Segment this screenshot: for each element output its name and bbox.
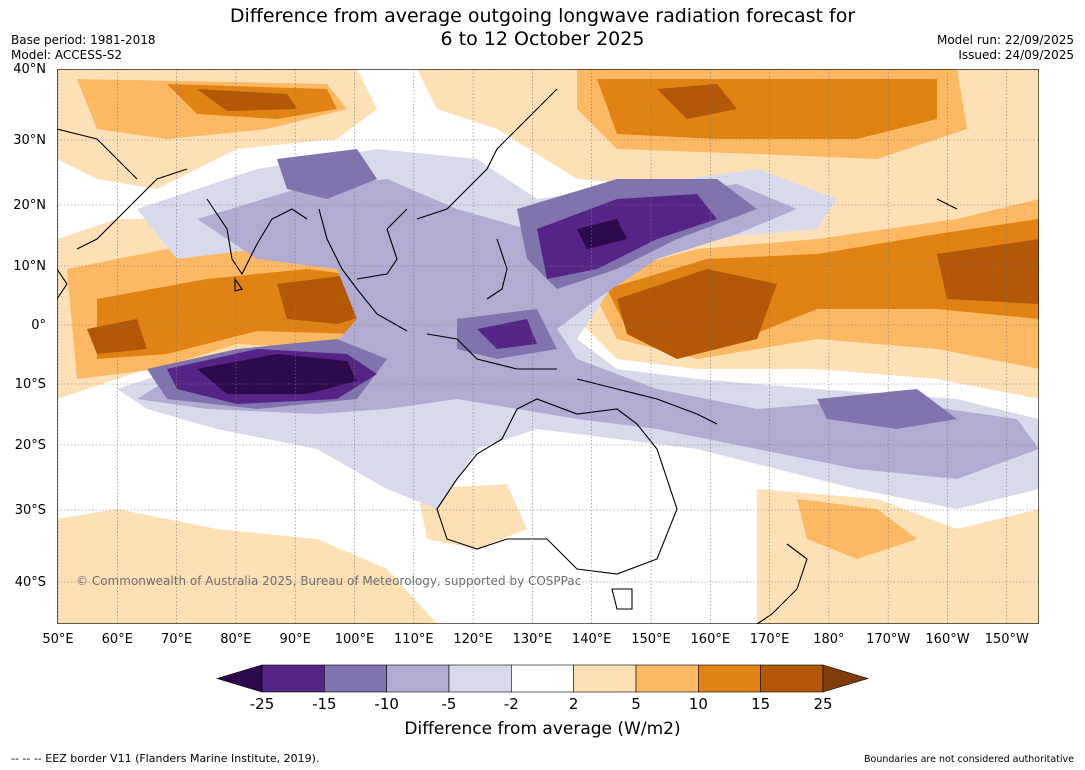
colorbar-tick-label: 5 [631,695,641,713]
olr-anomaly-map [57,69,1039,624]
base-period: Base period: 1981-2018 [11,33,156,47]
lon-label: 140°E [571,632,612,647]
lat-label-40s: 40°S [14,575,46,590]
colorbar-segment [261,664,325,693]
model-run: Model run: 22/09/2025 [936,33,1074,47]
colorbar-segment [448,664,512,693]
colorbar-segment [573,664,637,693]
lon-label: 170°W [866,632,911,647]
lon-label: 60°E [101,632,133,647]
lon-label: 160°E [690,632,731,647]
lat-label-20s: 20°S [14,438,46,453]
copyright-notice: © Commonwealth of Australia 2025, Bureau… [76,574,582,588]
lon-label: 150°E [631,632,671,647]
lon-label: 110°E [394,632,434,647]
colorbar-segment [386,664,450,693]
colorbar-tick-label: -5 [441,695,457,713]
colorbar-tick-label: 2 [568,695,579,713]
lat-label-30n: 30°N [13,133,46,148]
lat-label-40n: 40°N [13,62,46,77]
colorbar-tick-label: -2 [503,695,519,713]
lon-label: 100°E [334,632,375,647]
lon-label: 170°E [749,632,790,647]
colorbar-segment [635,664,699,693]
colorbar-tick-label: 25 [813,695,833,713]
chart-title-line2: 6 to 12 October 2025 [440,28,645,50]
colorbar-tick-label: -25 [249,695,275,713]
colorbar-segment [760,664,824,693]
lon-label: 150°W [984,632,1029,647]
lon-label: 130°E [512,632,553,647]
lon-label: 80°E [220,632,252,647]
colorbar-segment [324,664,387,693]
lat-label-30s: 30°S [14,503,46,518]
colorbar-extend-low [215,664,263,693]
colorbar-tick-label: -15 [312,695,337,713]
colorbar-segment [698,664,761,693]
gridlines [57,69,1039,624]
eez-border-note: -- -- -- EEZ border V11 (Flanders Marine… [11,752,320,765]
boundaries-disclaimer: Boundaries are not considered authoritat… [864,754,1074,765]
colorbar [215,664,870,693]
model-name: Model: ACCESS-S2 [11,48,123,62]
lon-label: 180° [813,632,845,647]
lon-label: 50°E [42,632,74,647]
lat-label-0: 0° [31,318,46,333]
anomaly-field-positive [57,69,1039,624]
lat-label-10s: 10°S [14,377,46,392]
lon-label: 90°E [279,632,311,647]
colorbar-tick-label: -10 [374,695,399,713]
colorbar-extend-high [822,664,870,693]
lon-label: 160°W [925,632,970,647]
chart-title-line1: Difference from average outgoing longwav… [229,5,856,27]
anomaly-field-negative [117,149,1039,509]
issued-date: Issued: 24/09/2025 [958,48,1074,62]
colorbar-tick-label: 10 [688,695,708,713]
lon-label: 120°E [453,632,493,647]
colorbar-tick-label: 15 [751,695,771,713]
coastlines [57,88,958,624]
colorbar-segment [511,664,574,693]
lon-label: 70°E [160,632,193,647]
colorbar-title: Difference from average (W/m2) [404,719,681,739]
lat-label-20n: 20°N [13,198,46,213]
lat-label-10n: 10°N [13,259,46,274]
